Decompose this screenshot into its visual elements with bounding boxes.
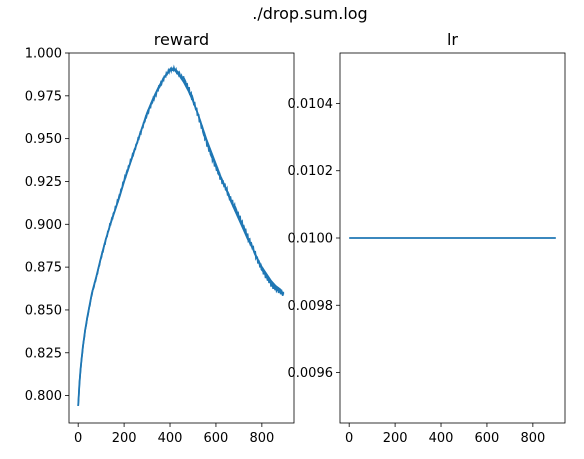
axes-frame — [68, 52, 295, 424]
y-tick-label: 0.850 — [25, 303, 62, 318]
x-tick-label: 400 — [429, 431, 454, 446]
y-tick-label: 0.0096 — [288, 366, 334, 381]
x-tick-label: 0 — [345, 431, 353, 446]
x-tick-label: 800 — [520, 431, 545, 446]
y-tick-label: 0.875 — [25, 261, 62, 276]
chart-reward: reward 0 200 400 600 800 0.800 0.825 0.850 0.875 0… — [25, 30, 295, 446]
x-tick-label: 600 — [204, 431, 229, 446]
x-tick-label: 600 — [475, 431, 500, 446]
chart-title: reward — [154, 30, 209, 49]
y-tick-label: 0.0104 — [288, 97, 334, 112]
y-tick-label: 0.0102 — [288, 164, 334, 179]
y-tick-label: 0.800 — [25, 389, 62, 404]
x-tick-label: 0 — [74, 431, 82, 446]
series-line-detail — [77, 64, 285, 406]
chart-lr: lr 0 200 400 600 800 0.0096 0.0098 0.0100 0.0102 0… — [288, 30, 566, 446]
x-tick-label: 200 — [383, 431, 408, 446]
x-tick-label: 200 — [112, 431, 137, 446]
y-tick-label: 0.0098 — [288, 299, 334, 314]
figure-suptitle: ./drop.sum.log — [252, 4, 367, 23]
y-tick-label: 1.000 — [25, 47, 62, 62]
x-tick-label: 800 — [249, 431, 274, 446]
y-tick-label: 0.950 — [25, 132, 62, 147]
series-line — [77, 69, 285, 406]
y-tick-label: 0.0100 — [288, 232, 334, 247]
y-tick-label: 0.975 — [25, 89, 62, 104]
chart-title: lr — [447, 30, 458, 49]
y-tick-label: 0.925 — [25, 175, 62, 190]
y-tick-label: 0.900 — [25, 218, 62, 233]
y-tick-label: 0.825 — [25, 346, 62, 361]
x-tick-label: 400 — [158, 431, 183, 446]
